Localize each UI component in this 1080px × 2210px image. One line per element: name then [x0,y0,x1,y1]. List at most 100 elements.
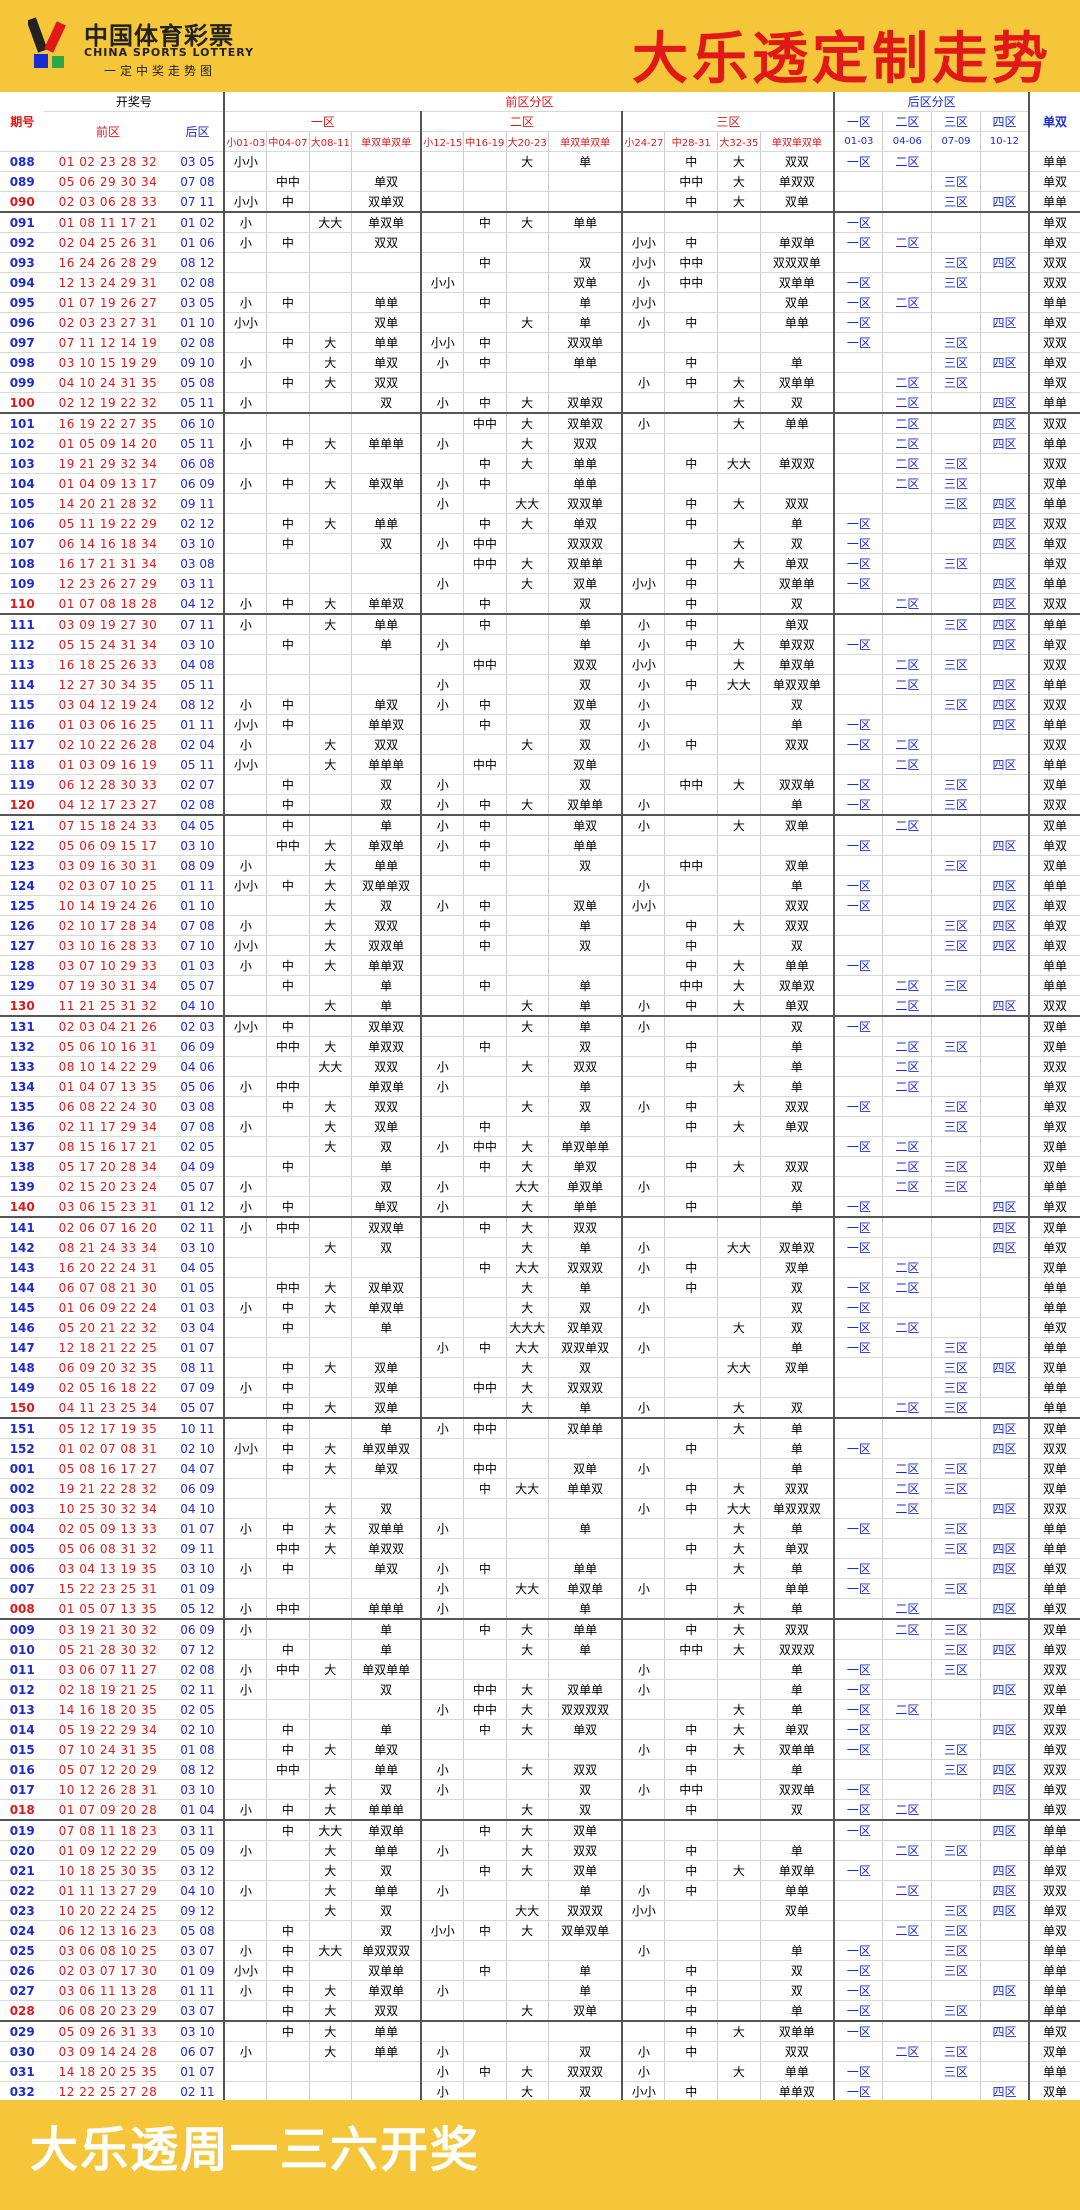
back-numbers-cell: 03 08 [171,553,225,574]
z1-big-cell [308,1217,352,1238]
oddeven-cell: 双双 [1028,1659,1080,1680]
z1-oddeven-cell: 单双 [350,1739,422,1760]
z3-oddeven-cell: 单单 [759,312,835,333]
z2-oddeven-cell [547,191,623,213]
z1-oddeven-cell [350,573,422,594]
z3-oddeven-cell: 单 [759,714,835,735]
z1-oddeven-cell [350,493,422,514]
oddeven-cell: 双单 [1028,1036,1080,1057]
table-row: 018 01 07 09 20 28 01 04 小中大单单单大双中双一区 二区 单双 [0,1799,1080,1821]
front-numbers-cell: 05 06 08 31 32 [44,1538,172,1559]
z2-oddeven-cell [547,232,623,253]
z2-small-cell: 小 [420,1759,464,1780]
z2-small-cell: 小 [420,473,464,494]
z1-small-cell [223,815,267,836]
table-row: 097 07 11 12 14 19 02 08 中大单单 小小中双双单 一区 三区 双双 [0,332,1080,353]
back-zone3-cell [931,1860,981,1881]
z3-big-cell: 大大 [717,453,761,474]
back-zone1-cell: 一区 [833,1016,883,1037]
back-zone1-cell [833,1920,883,1941]
back-zone3-cell: 三区 [931,493,981,514]
back-zone4-cell [979,332,1030,353]
z1-mid-cell [266,1257,310,1278]
back-zone4-cell [979,855,1030,876]
z1-small-cell [223,493,267,514]
back-zone2-cell [882,955,932,976]
back-zone4-cell [979,1096,1030,1117]
back-numbers-cell: 05 11 [171,754,225,775]
issue-cell: 138 [0,1156,45,1177]
z1-oddeven-cell: 单双单 [350,835,422,856]
oddeven-cell: 双双 [1028,1719,1080,1740]
back-zone1-cell [833,1840,883,1861]
z1-big-cell [308,2061,352,2082]
issue-cell: 088 [0,151,45,172]
z3-big-cell [717,312,761,333]
z1-small-cell [223,895,267,916]
z2-oddeven-cell: 单 [547,1639,623,1660]
back-zone4-cell: 四区 [979,1357,1030,1378]
front-numbers-cell: 05 09 26 31 33 [44,2021,172,2042]
z2-big-cell: 大 [505,413,549,434]
page-title: 大乐透定制走势 [632,26,1052,92]
z1-mid-cell [266,1619,310,1640]
z3-big-cell: 大 [717,1538,761,1559]
z2-oddeven-cell: 单 [547,312,623,333]
z3-small-cell: 小 [621,2061,665,2082]
z3-big-cell: 大 [717,191,761,213]
z2-oddeven-cell: 双单单 [547,794,623,816]
issue-cell: 030 [0,2041,45,2062]
z2-mid-cell [463,573,506,594]
front-numbers-cell: 16 24 26 28 29 [44,252,172,273]
z1-oddeven-cell: 双单双 [350,1016,422,1037]
back-zone2-cell [882,614,932,635]
issue-cell: 098 [0,352,45,373]
z3-mid-cell: 中 [664,674,718,695]
table-row: 108 16 17 21 31 34 03 08 中中大双单单中大单双 一区 三区 单双 [0,553,1080,574]
z3-mid-cell: 中 [664,493,718,514]
z1-oddeven-cell: 双单双 [350,1277,422,1298]
z1-oddeven-cell: 双 [350,392,422,414]
z1-oddeven-cell: 双 [350,1779,422,1800]
front-numbers-cell: 06 09 20 32 35 [44,1357,172,1378]
table-row: 151 05 12 17 19 35 10 11 中单小中中 双单单大单四区 双单 [0,1418,1080,1439]
front-zone-header: 前区分区 [223,92,835,112]
z3-oddeven-cell: 双单双 [759,975,835,996]
z3-mid-cell [664,1820,718,1841]
z1-big-cell [308,272,352,293]
back-zone1-cell [833,593,883,615]
oddeven-cell: 双双 [1028,252,1080,273]
front-numbers-cell: 06 07 08 21 30 [44,1277,172,1298]
back-numbers-cell: 10 11 [171,1418,225,1439]
logo-slogan: 一定中奖走势图 [104,64,217,78]
z1-oddeven-cell: 单单单 [350,1598,422,1620]
z2-big-cell [505,935,549,956]
z1-big-cell [308,553,352,574]
z2-big-cell: 大 [505,1136,549,1157]
table-row: 129 07 19 30 31 34 05 07 中单中单中中大双单双 二区 三区 单单 [0,975,1080,996]
z3-small-cell: 小 [621,272,665,293]
z2-oddeven-cell: 双双双 [547,1377,623,1398]
z2-mid-cell: 中 [463,332,506,353]
z1-oddeven-cell: 单单 [350,1759,422,1780]
table-row: 019 07 08 11 18 23 03 11 中大大 单双单中大双单 一区 四区 单单 [0,1820,1080,1841]
back-zone1-cell: 一区 [833,734,883,755]
z1-mid-cell [266,453,310,474]
back-zone2-cell: 二区 [882,372,932,393]
back-numbers-cell: 05 07 [171,1397,225,1419]
z3-big-cell: 大 [717,815,761,836]
issue-cell: 139 [0,1176,45,1197]
front-numbers-cell: 10 12 26 28 31 [44,1779,172,1800]
z3-mid-cell [664,1518,718,1539]
trend-table-container: 期号 开奖号 前区分区 后区分区 单双 前区 后区 一区 二区 三区 一区 二区… [0,92,1080,2162]
z3-oddeven-cell: 双双 [759,734,835,755]
z3-mid-cell: 中中 [664,1639,718,1660]
z1-mid-cell: 中中 [266,1036,310,1057]
issue-cell: 136 [0,1116,45,1137]
back-numbers-cell: 01 03 [171,955,225,976]
z3-small-cell [621,473,665,494]
z2-big-cell: 大 [505,1840,549,1861]
table-row: 122 05 06 09 15 17 03 10 中中大单双单小中单单 一区 四区 单双 [0,835,1080,856]
back-zone3-cell [931,1136,981,1157]
z3-mid-cell [664,794,718,816]
